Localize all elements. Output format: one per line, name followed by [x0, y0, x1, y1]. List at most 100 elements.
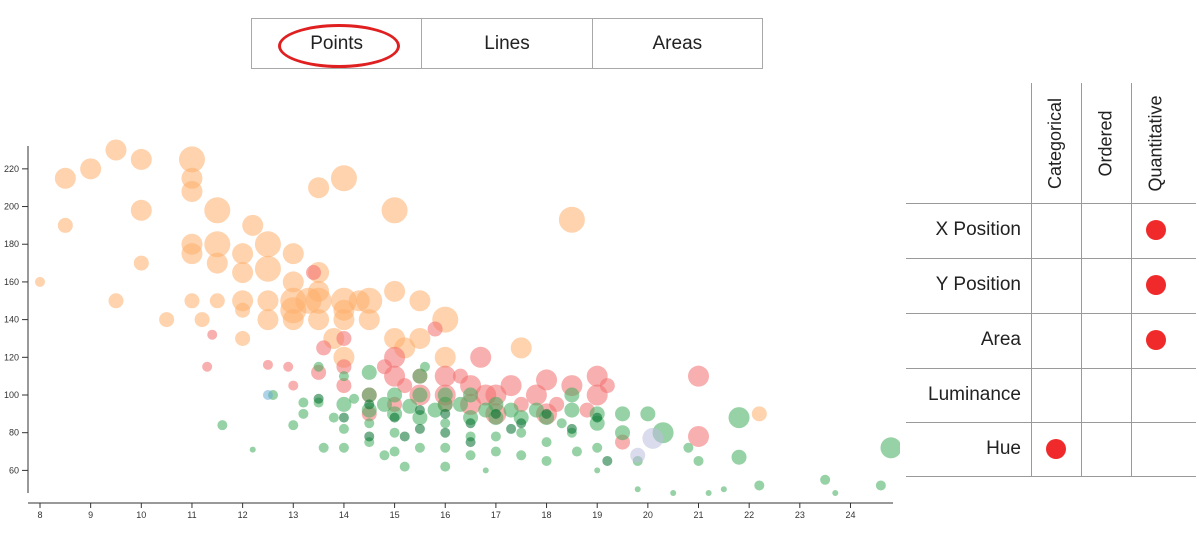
scatter-point	[490, 431, 501, 442]
y-tick-label: 180	[4, 239, 19, 249]
scatter-point	[751, 406, 767, 422]
scatter-point	[249, 446, 256, 453]
scatter-point	[178, 146, 205, 173]
matrix-dot-quantitative-1	[1146, 275, 1166, 295]
scatter-point	[541, 408, 552, 419]
scatter-point	[235, 302, 251, 318]
scatter-point	[440, 461, 451, 472]
scatter-point	[482, 467, 489, 474]
scatter-point	[427, 321, 443, 337]
scatter-point	[412, 368, 428, 384]
scatter-point	[333, 309, 355, 331]
scatter-point	[364, 399, 375, 410]
x-tick-label: 13	[288, 510, 298, 520]
tab-lines[interactable]: Lines	[421, 19, 591, 68]
scatter-point	[409, 290, 431, 312]
matrix-col-divider	[1031, 83, 1032, 477]
scatter-point	[338, 442, 349, 453]
scatter-point	[338, 423, 349, 434]
tab-areas[interactable]: Areas	[591, 19, 762, 68]
x-tick-label: 11	[187, 510, 196, 520]
y-tick-label: 140	[4, 315, 19, 325]
scatter-point	[556, 418, 567, 429]
scatter-point	[364, 418, 375, 429]
scatter-point	[731, 449, 747, 465]
scatter-point	[880, 437, 900, 459]
scatter-point	[282, 243, 304, 265]
scatter-point	[541, 455, 552, 466]
scatter-point	[298, 397, 309, 408]
y-tick-label: 200	[4, 202, 19, 212]
scatter-point	[490, 408, 501, 419]
scatter-point	[549, 396, 565, 412]
scatter-point	[108, 293, 124, 309]
scatter-point	[184, 293, 200, 309]
scatter-point	[558, 206, 585, 233]
scatter-point	[194, 312, 210, 328]
scatter-point	[379, 450, 390, 461]
scatter-point	[181, 180, 203, 202]
scatter-point	[313, 361, 324, 372]
scatter-point	[282, 271, 304, 293]
scatter-chart: 60 80 100 120 140 160 180 200 220 8 9 10 11 12 13 14 15 1…	[4, 139, 900, 520]
matrix-row-divider	[906, 368, 1196, 369]
scatter-point	[181, 243, 203, 265]
scatter-point	[516, 450, 527, 461]
scatter-point	[336, 359, 352, 375]
scatter-point	[720, 486, 727, 493]
scatter-point	[254, 231, 281, 258]
scatter-point	[564, 387, 580, 403]
scatter-point	[705, 490, 712, 496]
encoding-matrix: Categorical Ordered Quantitative X Posit…	[906, 83, 1196, 483]
tab-points[interactable]: Points	[252, 19, 421, 68]
matrix-col-ordered: Ordered	[1095, 109, 1116, 177]
scatter-point	[506, 423, 517, 434]
scatter-point	[387, 387, 403, 403]
x-tick-label: 8	[37, 510, 42, 520]
scatter-point	[564, 402, 580, 418]
scatter-point	[159, 312, 175, 328]
matrix-row-x-position: X Position	[935, 219, 1021, 240]
y-tick-label: 160	[4, 277, 19, 287]
scatter-point	[209, 293, 225, 309]
x-tick-label: 16	[440, 510, 450, 520]
matrix-row-luminance: Luminance	[928, 384, 1021, 405]
scatter-point	[465, 418, 476, 429]
y-tick-label: 100	[4, 390, 19, 400]
scatter-point	[206, 252, 228, 274]
scatter-point	[384, 280, 406, 302]
scatter-point	[338, 371, 349, 382]
scatter-point	[437, 396, 453, 412]
scatter-point	[832, 490, 839, 496]
scatter-point	[356, 287, 383, 314]
scatter-point	[257, 290, 279, 312]
scatter-point	[642, 427, 664, 449]
scatter-point	[419, 361, 430, 372]
scatter-point	[257, 309, 279, 331]
matrix-row-area: Area	[980, 329, 1021, 350]
matrix-row-divider	[906, 476, 1196, 477]
x-tick-label: 23	[795, 510, 805, 520]
matrix-row-divider	[906, 258, 1196, 259]
scatter-point	[602, 455, 613, 466]
scatter-point	[306, 265, 322, 280]
scatter-point	[630, 447, 646, 463]
tab-points-label: Points	[310, 32, 364, 54]
scatter-point	[463, 387, 479, 403]
matrix-row-y-position: Y Position	[935, 274, 1021, 295]
scatter-point	[105, 139, 127, 161]
matrix-dot-quantitative-0	[1146, 220, 1166, 240]
x-tick-label: 21	[694, 510, 704, 520]
y-tick-label: 80	[9, 428, 19, 438]
scatter-point	[349, 393, 360, 404]
scatter-point	[465, 450, 476, 461]
scatter-point	[305, 287, 332, 314]
scatter-point	[389, 427, 400, 438]
scatter-point	[525, 384, 547, 406]
scatter-point	[308, 309, 330, 331]
scatter-point	[336, 396, 352, 412]
scatter-point	[133, 255, 149, 271]
scatter-point	[364, 431, 375, 442]
scatter-point	[389, 412, 400, 423]
scatter-point	[470, 346, 492, 368]
